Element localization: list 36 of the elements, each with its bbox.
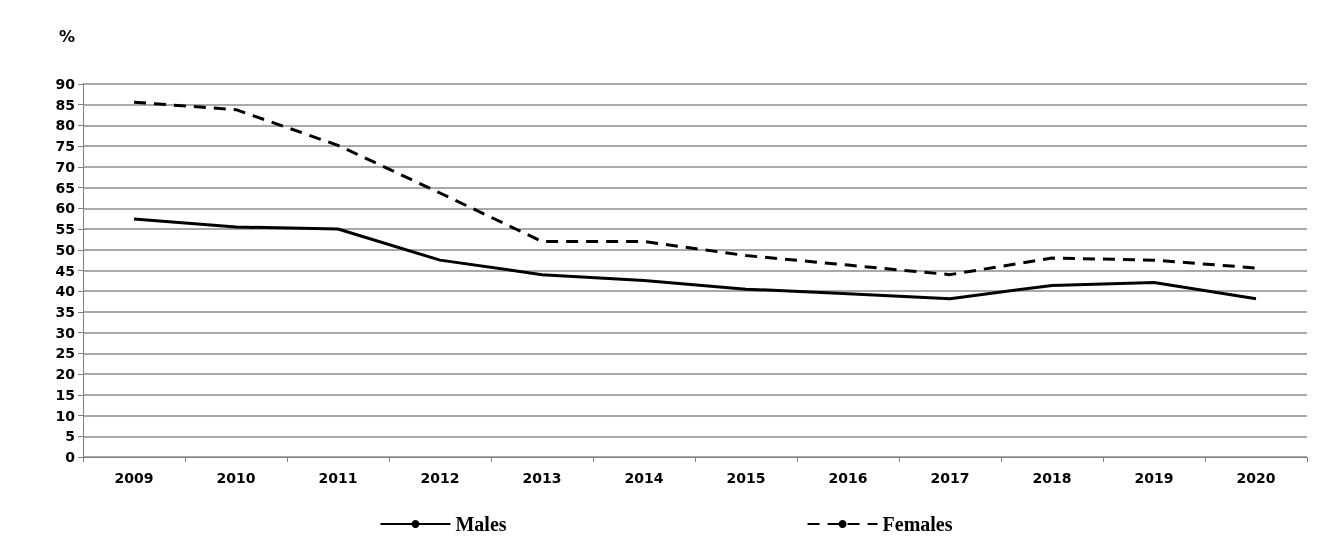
y-tick-label: 60	[55, 200, 76, 217]
y-tick-label: 35	[55, 303, 75, 320]
y-tick-label: 25	[55, 345, 75, 362]
y-tick-label: 55	[55, 221, 75, 238]
y-tick-label: 45	[55, 262, 75, 279]
y-tick-label: 80	[55, 117, 76, 134]
y-tick-label: 20	[55, 366, 76, 383]
x-tick-label: 2014	[624, 470, 664, 486]
x-tick-label: 2019	[1134, 470, 1174, 486]
y-tick-label: 5	[65, 428, 75, 445]
y-tick-label: 0	[65, 449, 76, 465]
y-tick-label: 70	[55, 158, 76, 175]
y-tick-label: 40	[55, 283, 76, 300]
x-tick-label: 2015	[726, 470, 766, 486]
y-tick-label: 15	[55, 386, 75, 403]
y-tick-label: 75	[55, 138, 75, 155]
x-tick-label: 2009	[114, 470, 154, 486]
y-axis-title: %	[58, 26, 75, 46]
line-series	[132, 217, 1258, 301]
x-tick-label: 2011	[318, 470, 358, 486]
y-tick-label: 10	[55, 407, 76, 424]
x-tick-label: 2020	[1236, 470, 1276, 486]
legend-label: Females	[882, 513, 953, 535]
line-series	[132, 100, 1258, 277]
x-tick-label: 2013	[522, 470, 562, 486]
y-tick-label: 65	[55, 179, 75, 196]
x-tick-label: 2017	[930, 470, 970, 486]
x-tick-label: 2010	[216, 470, 256, 486]
x-tick-label: 2012	[420, 470, 460, 486]
y-tick-label: 50	[55, 241, 76, 258]
legend-label: Males	[455, 513, 507, 535]
y-tick-label: 90	[55, 76, 76, 92]
x-tick-label: 2016	[828, 470, 868, 486]
y-tick-label: 30	[55, 324, 76, 341]
x-tick-label: 2018	[1032, 470, 1072, 486]
y-tick-label: 85	[55, 96, 75, 113]
